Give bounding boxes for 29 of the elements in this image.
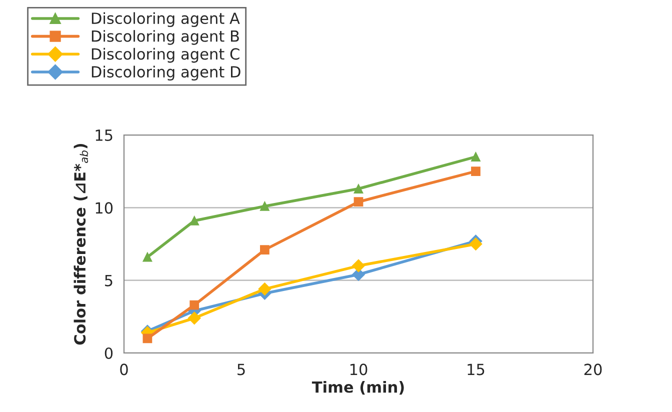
- point: [188, 312, 201, 325]
- point: [190, 300, 200, 310]
- legend-label: Discoloring agent C: [92, 48, 240, 63]
- x-tick-label: 0: [120, 364, 128, 376]
- point: [469, 238, 482, 250]
- point: [471, 166, 480, 176]
- point: [352, 259, 365, 272]
- point: [260, 245, 270, 254]
- point: [142, 252, 152, 262]
- point: [354, 197, 364, 207]
- x-tick-label: 5: [238, 364, 245, 376]
- point: [471, 152, 480, 162]
- y-tick-label: 10: [96, 202, 113, 214]
- y-tick-label: 0: [104, 347, 113, 360]
- legend-label: Discoloring agent D: [92, 66, 240, 81]
- point: [260, 202, 270, 211]
- y-tick-label: 15: [96, 130, 112, 142]
- y-axis-title: Color difference (⊿E*$_{ab}$): [74, 144, 88, 345]
- legend-label: Discoloring agent B: [92, 30, 239, 45]
- x-tick-label: 15: [468, 364, 484, 376]
- y-tick-label: 5: [105, 275, 112, 286]
- x-axis-title: Time (min): [312, 380, 404, 395]
- point: [190, 216, 200, 226]
- legend-label: Discoloring agent A: [92, 12, 240, 28]
- point: [354, 184, 364, 194]
- x-tick-label: 10: [350, 364, 368, 376]
- point: [142, 334, 152, 344]
- point: [258, 282, 272, 296]
- x-tick-label: 20: [584, 364, 602, 376]
